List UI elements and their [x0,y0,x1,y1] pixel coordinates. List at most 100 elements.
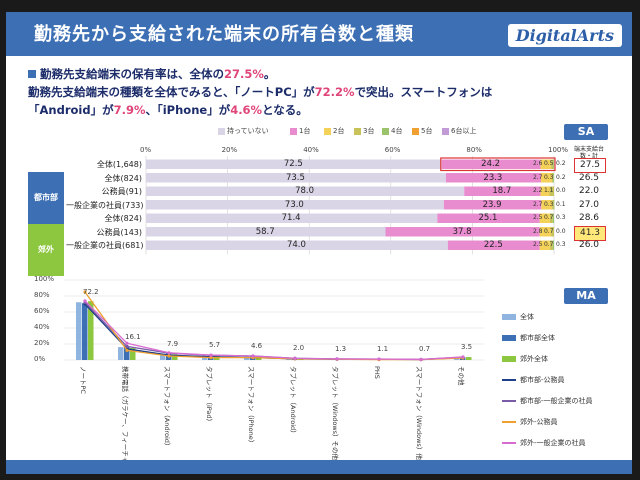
ma-badge: MA [564,288,608,304]
bullet-icon [28,70,36,78]
data-label: 2.6 [532,160,543,167]
line-point [251,354,255,358]
data-label: 0.7 [543,214,554,221]
legend-item: 1台 [290,126,310,136]
x-tick-label: 60% [384,146,401,154]
lead-text: 勤務先支給端末の種類を全体でみると、「ノートPC」が [28,85,315,99]
data-label: 2.2 [532,187,543,194]
data-label: 2.7 [532,200,543,208]
legend-swatch [502,379,516,381]
avg-value: 27.0 [578,199,600,210]
data-label: 4.6 [251,342,263,351]
bar-segment [551,173,554,183]
legend-item: 3台 [354,126,374,136]
x-tick-label: 40% [303,146,319,154]
line-point [461,355,465,359]
legend-swatch [290,127,297,135]
line-point [209,356,213,360]
series-line [84,291,464,361]
legend-swatch [502,314,516,320]
category-label: PHS [373,366,381,379]
line-point [167,351,171,355]
data-label: 78.0 [295,186,315,196]
data-label: 0.7 [543,227,554,235]
bar-segment [552,200,554,210]
data-label: 2.7 [532,173,543,181]
bar [82,303,88,360]
lead-text: で突出。スマートフォンは [354,85,493,99]
category-label: その他 [457,366,466,386]
category-label: スマートフォン（iPhone） [247,366,255,446]
legend-item: 郊外-一般企業の社員 [502,438,586,448]
avg-value: 22.0 [578,186,600,196]
data-label: 72.2 [83,288,99,297]
legend-item: 郊外-公務員 [502,417,558,427]
data-label: 7.9 [167,339,179,348]
legend-swatch [502,442,516,444]
row-label: 一般企業の社員(733) [66,200,144,210]
bar-segment [146,173,446,183]
category-label: 携帯電話（ガラケー、フィーチャーフォン） [121,366,130,474]
bar-segment [146,240,448,250]
bar-segment [146,200,444,210]
line-point [167,354,171,358]
line-point [125,344,129,348]
lead-line-1: 勤務先支給端末の保有率は、全体の27.5%。 [40,66,275,82]
line-point [209,353,213,357]
series-line [84,303,464,361]
line-point [377,357,381,361]
legend-item: 都市部-一般企業の社員 [502,396,593,406]
data-label: 0.2 [556,160,566,167]
slide: 勤務先から支給された端末の所有台数と種類 DigitalArts 勤務先支給端末… [6,12,632,474]
line-point [83,299,87,303]
lead-line-2: 勤務先支給端末の種類を全体でみると、「ノートPC」が72.2%で突出。スマートフ… [28,84,492,100]
bar [172,354,178,360]
legend-label: 郊外全体 [520,355,548,363]
bar-segment [551,227,554,237]
bar-segment [441,159,541,169]
bar [88,301,94,360]
category-label: タブレット（iPad） [205,366,214,425]
bar-segment [146,159,442,169]
legend-item: 6台以上 [442,126,476,136]
data-label: 73.0 [284,199,304,210]
bar [124,346,130,360]
row-label: 全体(1,648) [96,160,142,169]
bar [118,347,124,360]
legend-swatch [502,400,516,402]
data-label: 2.8 [532,227,543,235]
legend-item: 都市部全体 [502,333,555,343]
bar-segment [553,200,555,210]
lead-highlight: 4.6% [230,103,263,117]
line-point [125,348,129,352]
data-label: 23.9 [482,199,502,210]
row-label: 公務員(143) [96,227,142,237]
brand-logo: DigitalArts [507,24,622,47]
x-tick-label: 0% [140,146,152,154]
y-tick-label: 100% [34,275,55,283]
highlight-frame [440,157,556,172]
lead-text: 勤務先支給端末の保有率は、全体の [40,67,224,81]
legend-swatch [324,127,331,135]
bar [76,302,82,360]
data-label: 0.3 [556,241,566,248]
bar-segment [146,186,465,196]
data-label: 0.7 [543,241,554,248]
legend-label: 都市部-公務員 [520,376,565,384]
legend-label: 2台 [333,127,345,135]
legend-item: 2台 [324,126,344,136]
lead-highlight: 27.5% [224,67,264,81]
avg-value: 26.5 [578,172,600,183]
sa-chart [145,156,556,255]
x-tick-label: 20% [221,146,238,154]
bar-segment [549,186,554,196]
data-label: 74.0 [286,240,306,250]
data-label: 16.1 [125,333,141,342]
row-label: 一般企業の社員(681) [66,241,144,250]
bar-segment [549,240,553,250]
data-label: 5.7 [209,341,221,350]
line-point [125,341,129,345]
legend-label: 都市部全体 [520,334,555,342]
legend-label: 全体 [520,313,534,321]
lead-highlight: 7.9% [113,103,146,117]
